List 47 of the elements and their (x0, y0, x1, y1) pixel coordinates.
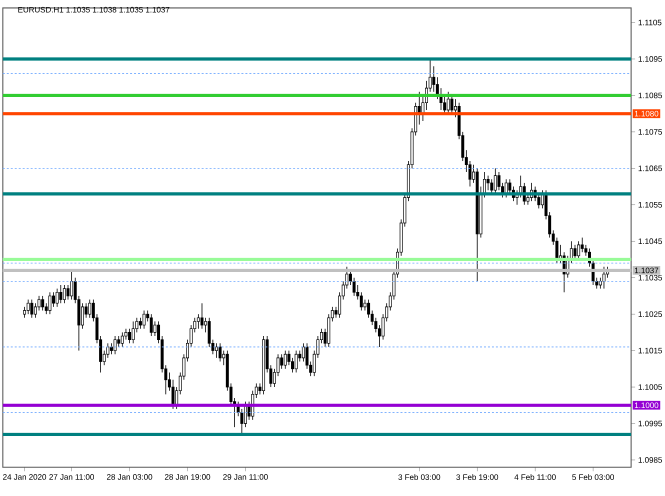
candlestick (88, 299, 92, 318)
candlestick (62, 284, 66, 304)
candlestick (218, 342, 222, 362)
candlestick (360, 292, 363, 311)
candlestick (138, 317, 142, 330)
candlestick (150, 314, 153, 336)
candlestick (128, 328, 132, 344)
candlestick (56, 288, 59, 308)
candlestick (142, 310, 146, 330)
candlestick (208, 317, 211, 348)
candlestick (59, 284, 62, 304)
candlestick (41, 295, 44, 311)
candlestick (284, 350, 287, 370)
candlestick (490, 178, 494, 194)
candlestick (280, 354, 284, 370)
candlestick (302, 342, 305, 362)
candlestick (120, 332, 124, 348)
candlestick (52, 292, 56, 308)
candlestick (48, 292, 52, 315)
candlestick (117, 336, 120, 348)
candlestick (537, 193, 540, 209)
candlestick (214, 342, 218, 358)
candlestick (124, 328, 128, 340)
candlestick (70, 270, 74, 300)
candlestick (66, 284, 70, 300)
candlestick (110, 342, 113, 355)
candlestick (294, 350, 298, 373)
candlestick (363, 299, 366, 311)
candlestick (114, 336, 117, 355)
candlestick (200, 302, 204, 330)
candlestick (240, 408, 244, 435)
candlestick (153, 321, 156, 336)
candlestick (577, 240, 580, 260)
candlestick (367, 299, 370, 318)
candlestick (486, 175, 490, 191)
candlestick (23, 306, 26, 318)
candlestick (26, 299, 30, 315)
candlestick (555, 237, 558, 264)
candlestick (30, 299, 34, 318)
candlestick (196, 314, 200, 330)
candlestick (602, 266, 606, 289)
candlestick (106, 342, 110, 358)
candlestick (580, 237, 584, 253)
candlestick (574, 244, 576, 260)
candlestick (494, 168, 497, 194)
candlestick (80, 302, 84, 330)
candlestick (132, 321, 135, 344)
